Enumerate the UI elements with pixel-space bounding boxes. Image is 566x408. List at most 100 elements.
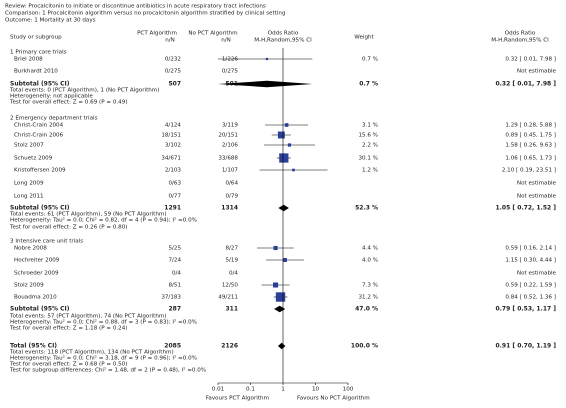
nopct-cell: 5/19 (225, 258, 238, 264)
study-marker (282, 258, 287, 262)
nopct-cell: 2/106 (222, 143, 239, 149)
study-marker (292, 168, 295, 172)
note: Total events: 118 (PCT Algorithm), 134 (… (9, 350, 174, 356)
nopct-cell: 1/107 (222, 168, 239, 174)
pct-cell: 0/4 (172, 271, 181, 277)
nopct-cell: 0/79 (225, 194, 238, 200)
note: Total events: 57 (PCT Algorithm), 74 (No… (9, 314, 167, 320)
weight-cell: 4.4 % (362, 246, 378, 252)
x-tick-label: 100 (343, 387, 354, 393)
study-name: Kristoffersen 2009 (14, 168, 66, 174)
or-cell: 1.15 [ 0.30, 4.44 ] (505, 258, 556, 264)
or-cell: Not estimable (517, 194, 557, 200)
pct-cell: 18/151 (161, 133, 181, 139)
study-name: Schroeder 2009 (14, 271, 59, 277)
column-header: Study or subgroup (10, 35, 62, 41)
subtotal-label: Subtotal (95% CI) (10, 306, 70, 313)
pct-cell: 0/275 (165, 69, 182, 75)
study-marker (265, 57, 269, 61)
or-cell: 1.58 [ 0.26, 9.63 ] (505, 143, 556, 149)
weight-cell: 3.1 % (362, 123, 378, 129)
nopct-cell: 2126 (221, 343, 238, 350)
nopct-cell: 0/4 (229, 271, 238, 277)
column-header: Odds Ratio (268, 31, 299, 37)
or-cell: 0.84 [ 0.52, 1.36 ] (505, 295, 556, 301)
or-cell: 0.91 [ 0.70, 1.19 ] (495, 343, 556, 350)
column-header: No PCT Algorithm (188, 31, 237, 37)
study-marker (273, 282, 279, 288)
weight-cell: 15.6 % (358, 133, 378, 139)
or-cell: 2.10 [ 0.19, 23.51 ] (502, 168, 556, 174)
note: Test for overall effect: Z = 0.26 (P = 0… (9, 225, 127, 231)
study-marker (273, 245, 278, 251)
x-tick-label: 10 (312, 387, 320, 393)
diamond (277, 342, 286, 350)
nopct-cell: 12/50 (222, 283, 239, 289)
pct-cell: 5/25 (168, 246, 181, 252)
comparison: Comparison: 1 Procalcitonin algorithm ve… (5, 11, 286, 17)
nopct-cell: 49/211 (218, 295, 238, 301)
study-name: Long 2011 (14, 194, 44, 200)
or-cell: Not estimable (517, 271, 557, 277)
x-tick-label: 1 (281, 387, 285, 393)
or-cell: 1.29 [ 0.28, 5.88 ] (505, 123, 556, 129)
study-name: Christ-Crain 2006 (14, 133, 64, 139)
weight-cell: 2.2 % (362, 143, 378, 149)
pct-cell: 2085 (164, 343, 181, 350)
or-cell: Not estimable (517, 69, 557, 75)
pct-cell: 1291 (164, 205, 181, 212)
note: Heterogeneity: Tau² = 0.0; Chi² = 0.82, … (10, 217, 197, 224)
column-header: n/N (165, 38, 175, 44)
outcome: Outcome: 1 Mortality at 30 days (5, 18, 96, 24)
note: Total events: 0 (PCT Algorithm), 1 (No P… (9, 88, 159, 94)
note: Heterogeneity: Tau² = 0.0; Chi² = 3.18, … (10, 355, 197, 362)
pct-cell: 3/102 (165, 143, 181, 149)
or-cell: Not estimable (517, 181, 557, 187)
nopct-cell: 1/226 (222, 57, 239, 63)
favours-right: Favours No PCT Algorithm (297, 396, 370, 402)
favours-left: Favours PCT Algorithm (206, 396, 269, 402)
note: Heterogeneity: not applicable (10, 94, 93, 100)
pct-cell: 37/183 (161, 295, 181, 301)
note: Test for overall effect: Z = 0.68 (P = 0… (9, 362, 127, 368)
subtotal-label: Subtotal (95% CI) (10, 205, 70, 212)
review: Review: Procalcitonin to initiate or dis… (5, 4, 266, 10)
nopct-cell: 0/275 (222, 69, 239, 75)
section-title: 2 Emergency department trials (10, 116, 98, 122)
section-title: 3 Intensive care unit trials (10, 239, 83, 245)
note: Test for subgroup differences: Chi² = 1.… (9, 367, 206, 374)
study-name: Stolz 2009 (14, 283, 44, 289)
or-cell: 0.59 [ 0.22, 1.59 ] (505, 283, 556, 289)
pct-cell: 8/51 (168, 283, 181, 289)
note: Heterogeneity: Tau² = 0.0; Chi² = 0.88, … (10, 319, 197, 326)
x-tick-label: 0.01 (212, 387, 225, 393)
study-name: Burkhardt 2010 (14, 69, 58, 75)
study-name: Hochreiter 2009 (14, 258, 60, 264)
x-tick-label: 0.1 (246, 387, 255, 393)
column-header: n/N (221, 38, 231, 44)
column-header: M-H,Random,95% CI (254, 38, 312, 44)
or-cell: 0.32 [ 0.01, 7.98 ] (495, 81, 556, 88)
nopct-cell: 311 (225, 306, 238, 313)
diamond (218, 80, 313, 88)
nopct-cell: 20/151 (218, 133, 238, 139)
subtotal-label: Total (95% CI) (10, 343, 57, 350)
study-name: Briel 2008 (14, 57, 43, 63)
subtotal-label: Subtotal (95% CI) (10, 81, 70, 88)
weight-cell: 7.3 % (362, 283, 378, 289)
column-header: PCT Algorithm (137, 31, 177, 37)
study-name: Stolz 2007 (14, 143, 44, 149)
nopct-cell: 33/688 (218, 156, 238, 162)
pct-cell: 0/77 (168, 194, 181, 200)
study-marker (277, 131, 285, 139)
pct-cell: 2/103 (165, 168, 182, 174)
study-marker (284, 123, 289, 127)
nopct-cell: 0/64 (225, 181, 238, 187)
pct-cell: 4/124 (165, 123, 182, 129)
pct-cell: 7/24 (168, 258, 181, 264)
section-title: 1 Primary care trials (10, 50, 67, 56)
weight-cell: 31.2 % (358, 295, 378, 301)
study-marker (287, 143, 292, 147)
nopct-cell: 3/119 (222, 123, 239, 129)
